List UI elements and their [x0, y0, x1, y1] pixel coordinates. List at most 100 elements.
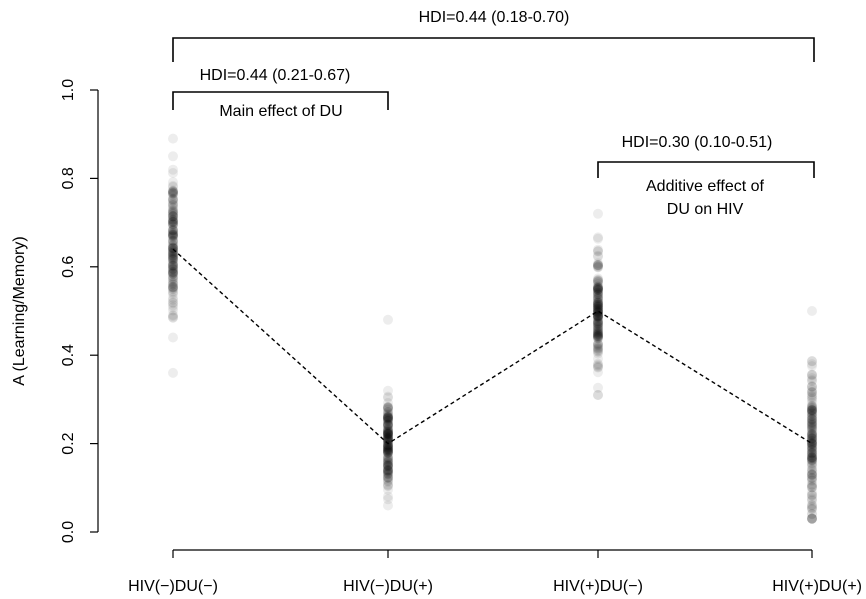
sample-point — [807, 384, 817, 395]
sample-point — [593, 283, 603, 294]
annotation-main-label: HDI=0.44 (0.21-0.67) — [200, 67, 351, 84]
sample-point — [383, 465, 393, 476]
sample-point — [383, 443, 393, 454]
sample-point — [168, 209, 178, 220]
sample-point — [593, 289, 603, 300]
sample-point — [383, 440, 393, 451]
sample-point — [383, 424, 393, 435]
sample-point — [168, 188, 178, 199]
y-ticks: 0.0 0.2 0.4 0.6 0.8 1.0 — [60, 79, 98, 543]
sample-point — [383, 385, 393, 396]
sample-point — [168, 187, 178, 198]
sample-point — [383, 472, 393, 483]
sample-point — [383, 465, 393, 476]
sample-point — [168, 200, 178, 211]
sample-point — [807, 480, 817, 490]
sample-point — [383, 500, 393, 511]
sample-point — [383, 445, 393, 456]
sample-point — [168, 168, 178, 178]
sample-point — [383, 441, 393, 452]
sample-point — [383, 406, 393, 417]
sample-point — [168, 259, 178, 270]
sample-point — [383, 452, 393, 463]
sample-point — [168, 251, 178, 262]
sample-point — [383, 426, 393, 437]
sample-point — [593, 287, 603, 298]
sample-point — [168, 186, 178, 197]
sample-point — [593, 306, 603, 317]
sample-point — [593, 289, 603, 300]
sample-point — [807, 437, 817, 448]
sample-point — [593, 331, 603, 341]
sample-point — [593, 317, 603, 328]
sample-point — [168, 312, 178, 323]
sample-point — [383, 427, 393, 438]
sample-point — [593, 344, 603, 355]
sample-point — [593, 329, 603, 340]
sample-point — [593, 308, 603, 319]
sample-point — [383, 441, 393, 452]
sample-point — [383, 428, 393, 439]
sample-point — [593, 332, 603, 343]
sample-point — [807, 381, 817, 392]
sample-point — [807, 387, 817, 398]
sample-point — [168, 260, 178, 271]
sample-point — [383, 413, 393, 424]
sample-point — [383, 442, 393, 453]
sample-point — [807, 513, 817, 524]
sample-point — [593, 283, 603, 294]
sample-point — [807, 452, 817, 463]
sample-point — [593, 260, 603, 271]
sample-point — [383, 468, 393, 479]
sample-point — [807, 430, 817, 441]
sample-point — [168, 185, 178, 196]
sample-point — [807, 428, 817, 439]
sample-point — [593, 250, 603, 261]
sample-point — [383, 415, 393, 426]
sample-point — [807, 467, 817, 478]
sample-point — [593, 312, 603, 323]
sample-point — [168, 194, 178, 205]
sample-point — [807, 456, 817, 467]
sample-point — [593, 339, 603, 349]
sample-point — [593, 361, 603, 371]
sample-point — [383, 445, 393, 456]
sample-point — [168, 225, 178, 236]
sample-point — [593, 342, 603, 353]
sample-point — [593, 362, 603, 372]
sample-point — [383, 411, 393, 422]
sample-point — [807, 513, 817, 524]
sample-point — [168, 281, 178, 292]
sample-point — [593, 318, 603, 329]
sample-point — [593, 282, 603, 293]
sample-point — [383, 413, 393, 424]
sample-point — [383, 442, 393, 453]
sample-point — [168, 218, 178, 229]
sample-point — [168, 245, 178, 256]
sample-point — [383, 426, 393, 437]
sample-point — [168, 211, 178, 222]
sample-point — [807, 406, 817, 417]
sample-point — [383, 412, 393, 423]
sample-point — [807, 443, 817, 454]
sample-point — [593, 301, 603, 312]
x-tick-label: HIV(+)DU(+) — [772, 578, 862, 595]
sample-point — [807, 513, 817, 524]
sample-point — [168, 266, 178, 277]
sample-point — [593, 308, 603, 319]
sample-point — [593, 299, 603, 310]
sample-point — [383, 461, 393, 472]
sample-point — [593, 332, 603, 343]
sample-point — [593, 284, 603, 295]
sample-point — [168, 268, 178, 279]
sample-point — [383, 444, 393, 455]
sample-point — [383, 494, 393, 505]
sample-point — [168, 235, 178, 246]
sample-point — [807, 490, 817, 501]
sample-point — [807, 450, 817, 461]
sample-point — [593, 260, 603, 271]
sample-point — [168, 310, 178, 320]
sample-point — [383, 434, 393, 445]
sample-point — [807, 405, 817, 416]
sample-point — [593, 339, 603, 350]
